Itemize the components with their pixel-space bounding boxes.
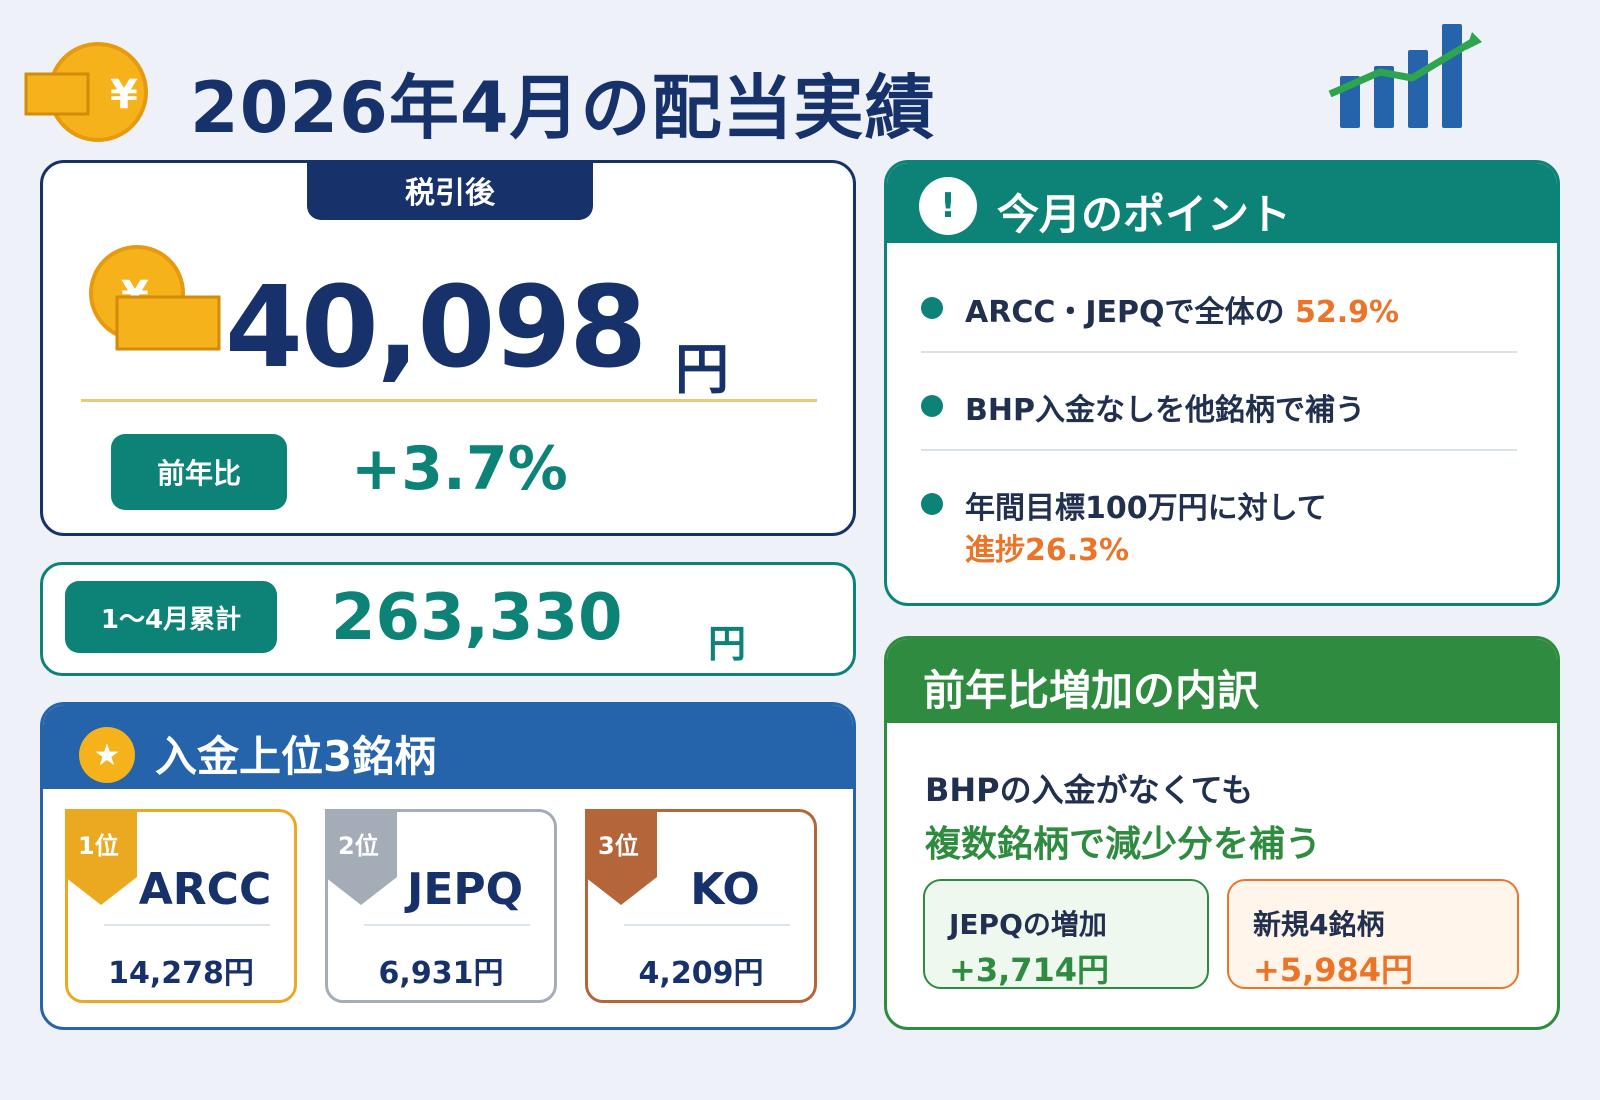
breakdown-header: 前年比増加の内訳 (887, 639, 1557, 723)
bullet-dot (921, 395, 943, 417)
rank-label: 2位 (338, 832, 379, 860)
point-text: ARCC・JEPQで全体の 52.9% (965, 287, 1399, 331)
breakdown-line2: 複数銘柄で減少分を補う (925, 824, 1322, 865)
yoy-label: 前年比 (111, 434, 287, 510)
top3-header: ★ 入金上位3銘柄 (43, 705, 853, 789)
points-header: ! 今月のポイント (887, 163, 1557, 243)
after-tax-unit: 円 (675, 338, 729, 401)
cumulative-label: 1〜4月累計 (65, 581, 277, 653)
rank-amount: 14,278円 (108, 956, 254, 991)
point-text: BHP入金なしを他銘柄で補う (965, 393, 1365, 428)
after-tax-panel: 税引後 ¥ 40,098 円 前年比 +3.7% (40, 160, 856, 536)
rank-ribbon (585, 809, 657, 905)
bar-chart-growth-icon (1326, 20, 1486, 132)
exclamation-icon: ! (919, 177, 977, 235)
rank-card-ko: 3位 KO 4,209円 (585, 809, 817, 1003)
rank-label: 3位 (598, 832, 639, 860)
bullet-dot (921, 297, 943, 319)
breakdown-box-value: +3,714円 (949, 951, 1110, 989)
divider (364, 924, 530, 926)
cumulative-unit: 円 (708, 622, 747, 666)
rank-card-jepq: 2位 JEPQ 6,931円 (325, 809, 557, 1003)
svg-text:¥: ¥ (110, 72, 138, 118)
rank-ticker: JEPQ (406, 864, 524, 915)
breakdown-box-value: +5,984円 (1253, 951, 1414, 989)
breakdown-title: 前年比増加の内訳 (923, 666, 1260, 715)
after-tax-amount: 40,098 (225, 263, 647, 393)
point-text: 年間目標100万円に対して (965, 491, 1327, 526)
coin-yen-icon: ¥ (24, 40, 148, 144)
divider (921, 351, 1517, 353)
rank-label: 1位 (78, 832, 119, 860)
divider (104, 924, 270, 926)
breakdown-box-jepq: JEPQの増加 +3,714円 (923, 879, 1209, 989)
yoy-value: +3.7% (351, 434, 568, 504)
rank-ticker: KO (690, 864, 760, 915)
bullet-dot (921, 493, 943, 515)
rank-amount: 6,931円 (378, 956, 504, 991)
rank-ribbon (65, 809, 137, 905)
star-icon: ★ (79, 727, 135, 783)
page-title: 2026年4月の配当実績 (190, 67, 936, 149)
points-panel: ! 今月のポイント ARCC・JEPQで全体の 52.9% BHP入金なしを他銘… (884, 160, 1560, 606)
breakdown-box-new: 新規4銘柄 +5,984円 (1227, 879, 1519, 989)
point-highlight: 52.9% (1294, 295, 1400, 330)
divider (624, 924, 790, 926)
rank-amount: 4,209円 (638, 956, 764, 991)
cumulative-amount: 263,330 (331, 581, 623, 655)
divider (81, 399, 817, 402)
breakdown-line1: BHPの入金がなくても (925, 771, 1254, 809)
point-text-main: ARCC・JEPQで全体の (965, 295, 1285, 330)
points-title: 今月のポイント (997, 190, 1292, 239)
rank-ribbon (325, 809, 397, 905)
cumulative-panel: 1〜4月累計 263,330 円 (40, 562, 856, 676)
breakdown-box-label: 新規4銘柄 (1253, 908, 1385, 941)
coin-yen-icon: ¥ (83, 245, 223, 355)
rank-card-arcc: 1位 ARCC 14,278円 (65, 809, 297, 1003)
top3-title: 入金上位3銘柄 (155, 732, 437, 781)
point-highlight: 進捗26.3% (965, 533, 1130, 568)
breakdown-panel: 前年比増加の内訳 BHPの入金がなくても 複数銘柄で減少分を補う JEPQの増加… (884, 636, 1560, 1030)
divider (921, 449, 1517, 451)
breakdown-box-label: JEPQの増加 (949, 908, 1107, 941)
rank-ticker: ARCC (138, 864, 272, 915)
top3-panel: ★ 入金上位3銘柄 1位 ARCC 14,278円 2位 JEPQ 6,931円… (40, 702, 856, 1030)
after-tax-tab: 税引後 (307, 160, 593, 220)
